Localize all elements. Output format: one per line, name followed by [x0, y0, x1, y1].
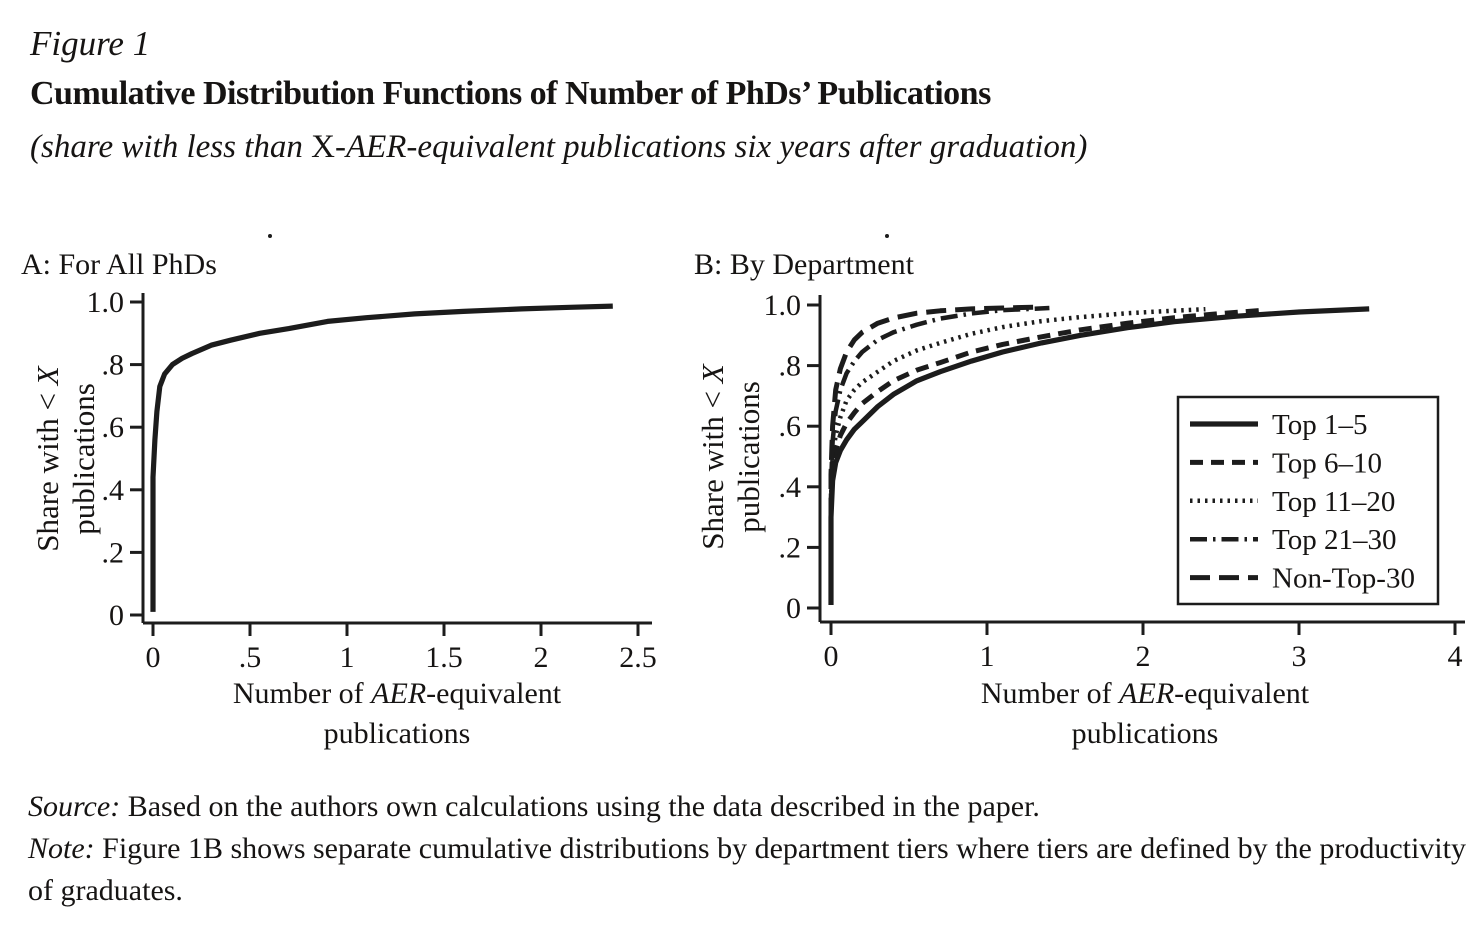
- x-tick-label: 0: [824, 640, 839, 673]
- y-tick-label: .6: [779, 410, 802, 443]
- x-tick-label: 2: [1136, 640, 1151, 673]
- cdf-curve-top-1-5: [828, 306, 1370, 605]
- cdf-curve-top-6-10: [828, 308, 1261, 605]
- panel-b-plot: 0 .2 .4 .6 .8 1.0 0 1 2 3 4 Top 1–5 Top 6–10 Top 11–2…: [764, 289, 1465, 673]
- subtitle-text: (share with less than: [30, 129, 312, 165]
- y-tick-label: 1.0: [87, 286, 125, 319]
- ink-speck: [268, 234, 272, 238]
- y-tick-label: .2: [779, 531, 802, 564]
- legend-label: Top 6–10: [1272, 447, 1382, 479]
- cdf-curve-all-phds: [150, 303, 613, 612]
- subtitle-x-variable: X: [311, 129, 335, 165]
- y-tick-label: 1.0: [764, 289, 802, 322]
- cdf-curve-top-21-30: [828, 305, 1050, 605]
- figure-header: Figure 1 Cumulative Distribution Functio…: [30, 26, 1087, 164]
- x-tick-label: 2.5: [619, 641, 657, 674]
- y-tick-label: 0: [786, 592, 801, 625]
- legend-label: Top 1–5: [1272, 409, 1367, 441]
- legend-box: Top 1–5 Top 6–10 Top 11–20 Top 21–30 Non-Top…: [1176, 395, 1440, 606]
- x-tick-label: 0: [146, 641, 161, 674]
- panel-a-title: A: For All PhDs: [21, 248, 217, 281]
- panel-a-plot: 0 .2 .4 .6 .8 1.0 0 .5 1 1.5 2 2.5: [87, 286, 657, 674]
- legend-label: Non-Top-30: [1272, 563, 1415, 595]
- panel-b-title: B: By Department: [694, 248, 914, 281]
- legend-label: Top 11–20: [1272, 486, 1395, 518]
- cdf-curve-non-top-30: [828, 304, 1037, 605]
- y-tick-label: .8: [779, 350, 802, 383]
- figure-notes: Source: Based on the authors own calcula…: [28, 786, 1474, 912]
- y-tick-label: .6: [102, 411, 125, 444]
- y-tick-label: .2: [102, 536, 125, 569]
- panel-b-x-axis-label: Number of AER-equivalent publications: [980, 677, 1310, 750]
- x-tick-label: 2: [534, 641, 549, 674]
- x-tick-label: 4: [1448, 640, 1463, 673]
- y-tick-label: .4: [102, 474, 125, 507]
- figure-number: Figure 1: [30, 24, 151, 63]
- x-tick-label: 1: [340, 641, 355, 674]
- x-tick-label: 1.5: [425, 641, 463, 674]
- x-tick-label: 3: [1292, 640, 1307, 673]
- ink-speck: [885, 234, 889, 238]
- source-note: Source: Based on the authors own calcula…: [28, 790, 1040, 823]
- figure-title: Cumulative Distribution Functions of Num…: [30, 75, 991, 112]
- y-tick-label: 0: [109, 599, 124, 632]
- y-tick-label: .8: [102, 349, 125, 382]
- figure-subtitle: (share with less than X-AER-equivalent p…: [30, 131, 1087, 164]
- subtitle-text-tail: -AER-equivalent publications six years a…: [334, 129, 1088, 165]
- note-text: Note: Figure 1B shows separate cumulativ…: [28, 832, 1466, 907]
- x-tick-label: 1: [980, 640, 995, 673]
- cdf-curve-top-11-20: [828, 306, 1206, 605]
- x-tick-label: .5: [239, 641, 262, 674]
- y-tick-label: .4: [779, 471, 802, 504]
- legend-label: Top 21–30: [1272, 524, 1396, 556]
- panel-a-x-axis-label: Number of AER-equivalent publications: [232, 677, 562, 750]
